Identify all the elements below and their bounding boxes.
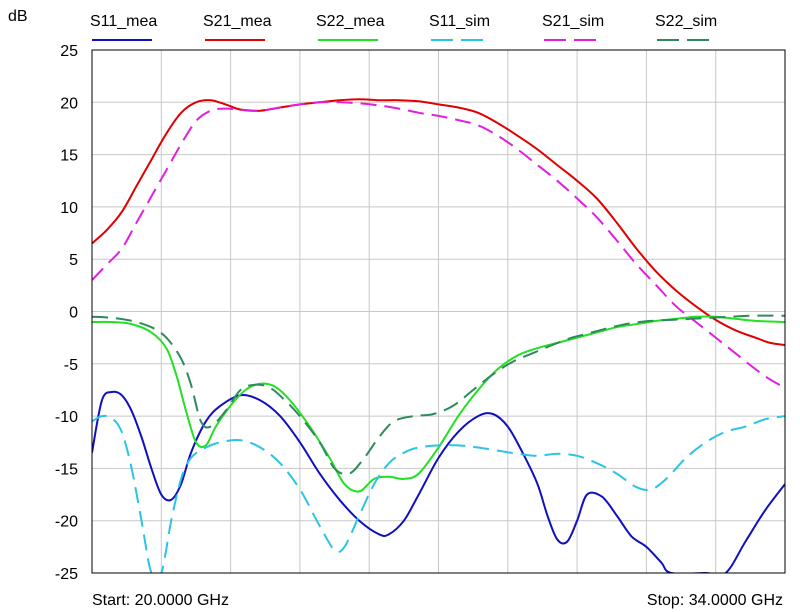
y-axis-unit-label: dB bbox=[8, 8, 28, 25]
y-tick-label: -5 bbox=[64, 357, 78, 374]
start-frequency-label: Start: 20.0000 GHz bbox=[92, 592, 229, 609]
stop-frequency-label: Stop: 34.0000 GHz bbox=[647, 592, 783, 609]
legend-label: S11_sim bbox=[429, 13, 490, 30]
series-line-s21-mea bbox=[92, 98, 785, 346]
y-tick-label: -20 bbox=[55, 514, 78, 531]
y-tick-label: -10 bbox=[55, 409, 78, 426]
y-tick-label: -15 bbox=[55, 461, 78, 478]
legend-label: S11_mea bbox=[90, 13, 157, 30]
y-tick-label: 25 bbox=[60, 43, 78, 60]
y-tick-label: 10 bbox=[60, 200, 78, 217]
series-lines bbox=[92, 98, 785, 573]
y-tick-label: 20 bbox=[60, 95, 78, 112]
y-tick-label: -25 bbox=[55, 566, 78, 583]
legend-label: S21_sim bbox=[542, 13, 604, 30]
legend-label: S22_mea bbox=[316, 13, 385, 30]
legend-label: S21_mea bbox=[203, 13, 272, 30]
y-tick-labels: 25 20 15 10 5 0 -5 -10 -15 -20 -25 bbox=[55, 43, 78, 583]
series-line-s22-mea bbox=[92, 315, 785, 493]
legend: S11_mea S21_mea S22_mea S11_sim S21_sim S22_s… bbox=[90, 13, 717, 41]
series-line-s11-mea bbox=[92, 390, 785, 573]
series-line-s22-sim bbox=[92, 314, 785, 476]
y-tick-label: 15 bbox=[60, 148, 78, 165]
y-tick-label: 0 bbox=[69, 305, 78, 322]
plot-frame bbox=[91, 49, 786, 574]
series-line-s11-sim bbox=[92, 414, 785, 573]
grid bbox=[92, 49, 785, 574]
y-tick-label: 5 bbox=[69, 252, 78, 269]
legend-label: S22_sim bbox=[655, 13, 717, 30]
series-line-s21-sim bbox=[92, 101, 785, 389]
